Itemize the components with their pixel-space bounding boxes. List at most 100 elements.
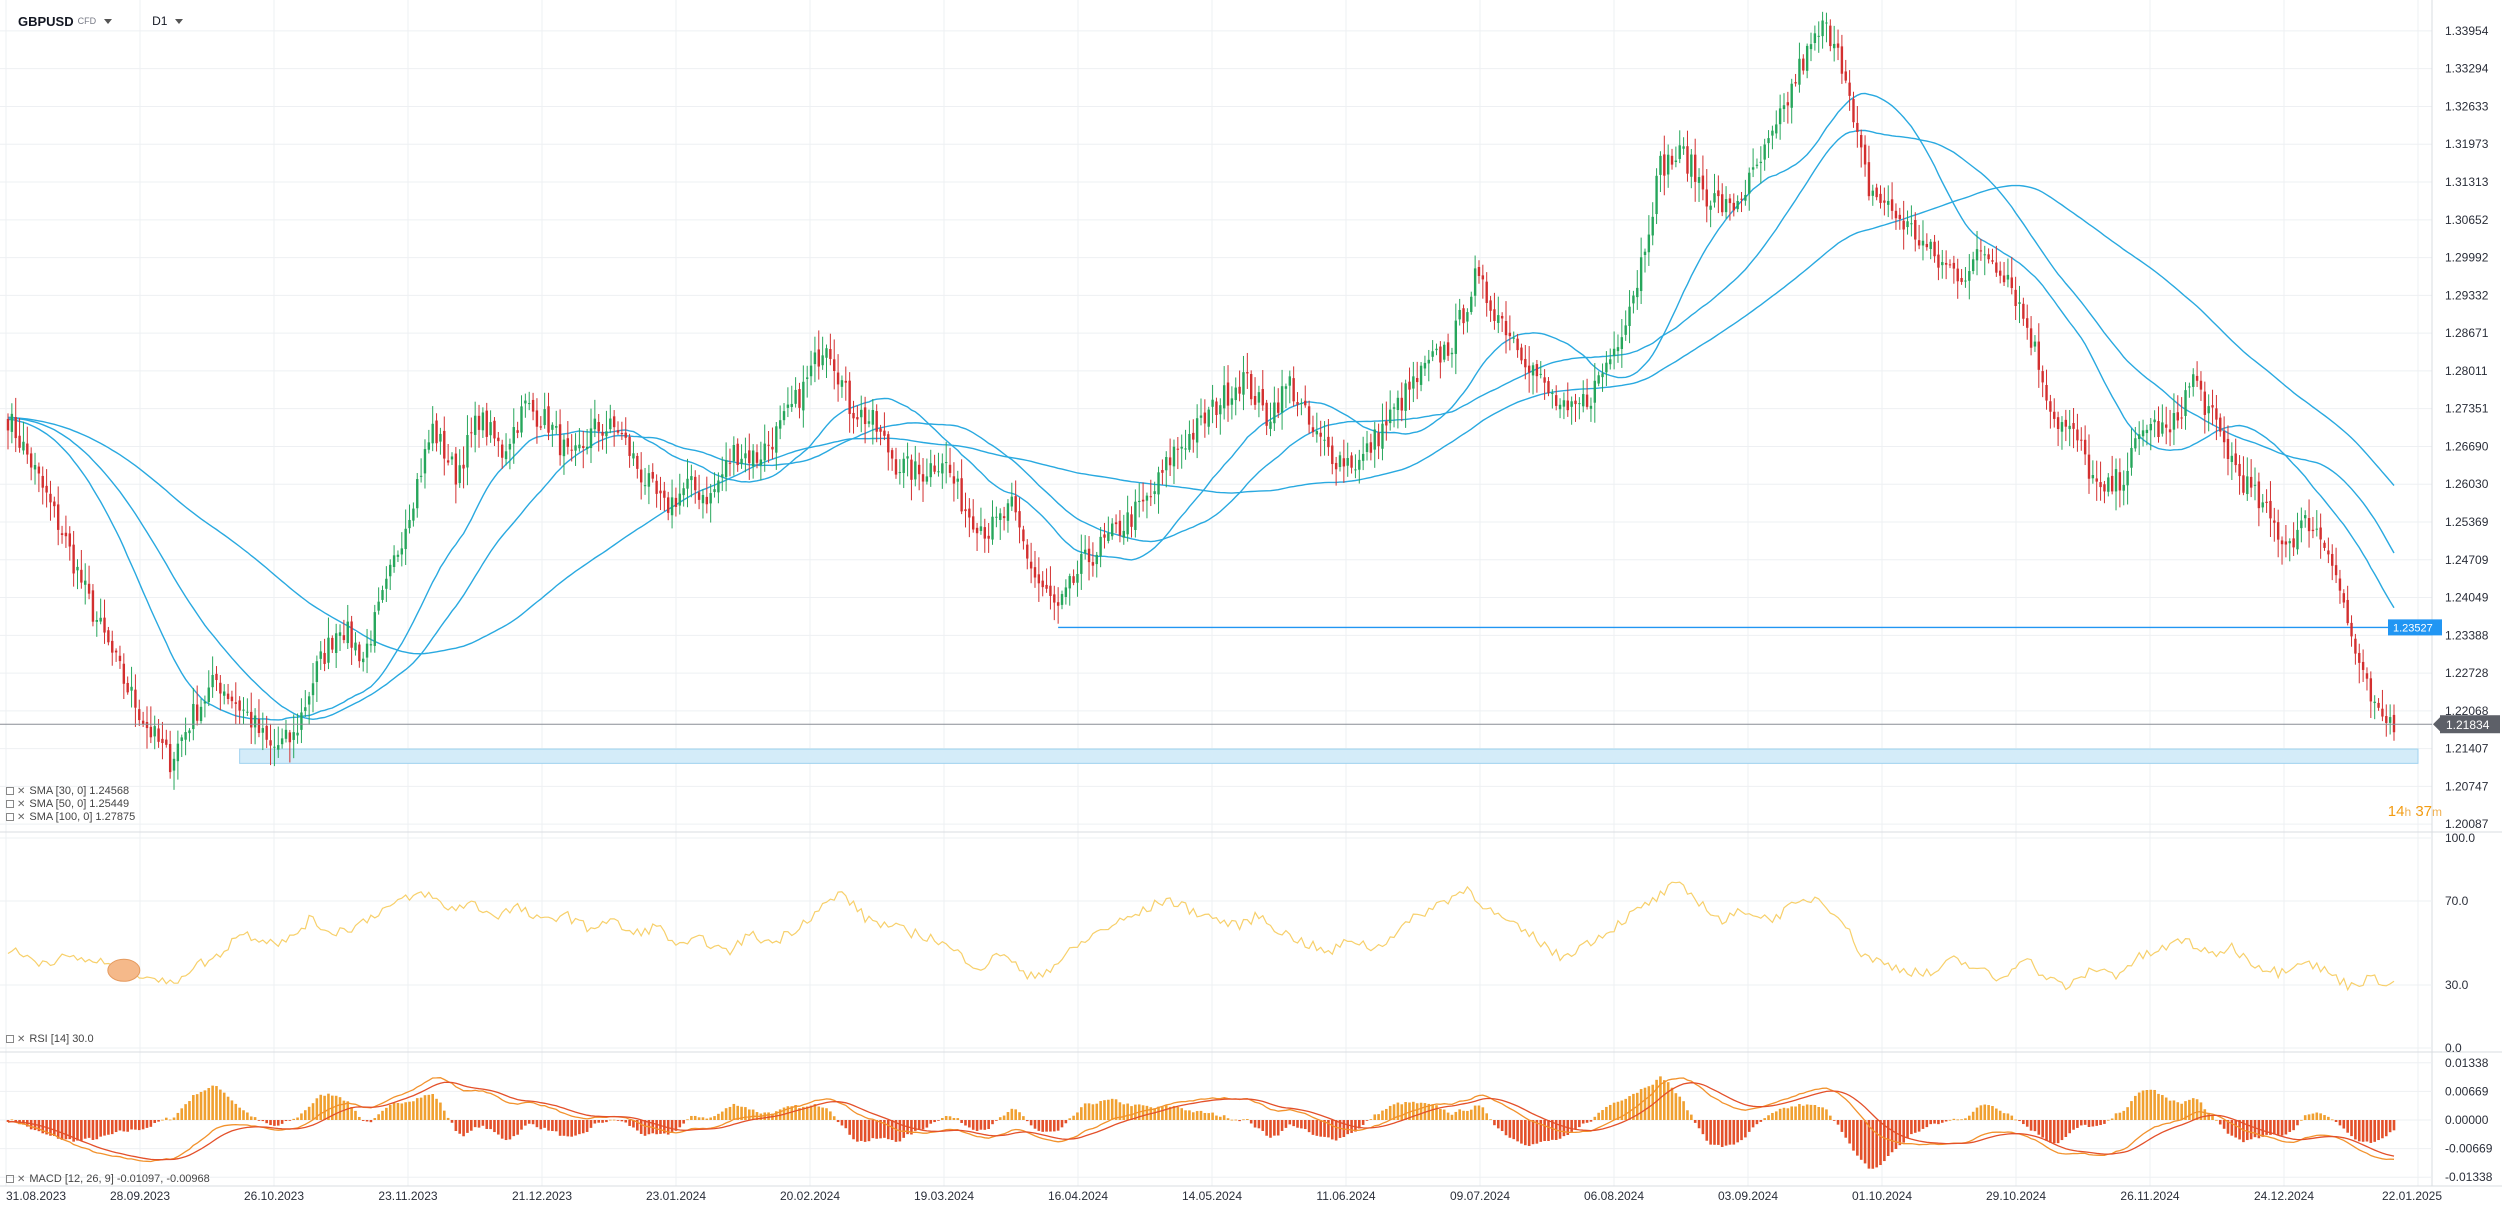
macd-histogram-bar: [408, 1101, 411, 1120]
macd-histogram-bar: [1419, 1102, 1423, 1120]
macd-histogram-bar: [1134, 1104, 1137, 1120]
candle-body: [2099, 482, 2102, 488]
macd-histogram-bar: [1798, 1104, 1801, 1120]
timeframe-dropdown-icon[interactable]: [175, 18, 184, 24]
macd-histogram-bar: [1300, 1120, 1303, 1129]
macd-histogram-bar: [1778, 1108, 1782, 1120]
macd-histogram-bar: [929, 1120, 933, 1124]
candle-body: [1863, 144, 1867, 165]
macd-histogram-bar: [122, 1120, 126, 1132]
macd-histogram-bar: [1099, 1101, 1102, 1120]
macd-histogram-bar: [377, 1114, 380, 1120]
legend-settings-icon[interactable]: [6, 1035, 14, 1043]
price-axis-label: 1.24049: [2445, 591, 2489, 605]
candle-body: [2346, 599, 2349, 624]
symbol-dropdown-icon[interactable]: [104, 18, 113, 24]
legend-settings-icon[interactable]: [6, 787, 14, 795]
legend-close-icon[interactable]: ✕: [17, 1033, 26, 1045]
macd-histogram-bar: [1072, 1115, 1075, 1120]
horizontal-line-label: 1.23527: [2393, 622, 2433, 634]
macd-histogram-bar: [975, 1120, 979, 1131]
candle-body: [941, 463, 944, 474]
timeframe-selector[interactable]: D1: [152, 14, 168, 28]
legend-close-icon[interactable]: ✕: [17, 1173, 26, 1185]
x-axis-label: 22.01.2025: [2382, 1189, 2442, 1203]
legend-settings-icon[interactable]: [6, 1175, 14, 1183]
macd-histogram-bar: [740, 1106, 743, 1120]
macd-histogram-bar: [222, 1092, 226, 1120]
legend-close-icon[interactable]: ✕: [17, 811, 26, 823]
macd-histogram-bar: [1720, 1120, 1724, 1147]
candle-body: [844, 380, 847, 383]
macd-histogram-bar: [581, 1120, 585, 1134]
macd-histogram-bar: [60, 1120, 64, 1140]
grid-lines: [0, 0, 2502, 1187]
macd-histogram-bar: [1732, 1120, 1736, 1145]
macd-histogram-bar: [643, 1120, 647, 1136]
candle-body: [2350, 622, 2353, 637]
macd-histogram-bar: [1543, 1120, 1546, 1142]
candle-body: [2176, 412, 2179, 421]
price-axis-label: 1.24709: [2445, 553, 2489, 567]
candle-body: [1647, 234, 1651, 253]
candle-body: [906, 456, 909, 459]
candle-body: [1686, 146, 1689, 174]
macd-histogram-bar: [423, 1095, 427, 1120]
candle-body: [1744, 194, 1747, 201]
macd-histogram-bar: [1709, 1120, 1712, 1145]
candle-body: [211, 674, 214, 688]
macd-histogram-bar: [720, 1111, 724, 1120]
macd-histogram-bar: [2157, 1093, 2160, 1120]
candle-body: [2226, 438, 2230, 460]
macd-histogram-bar: [802, 1106, 805, 1120]
x-axis-label: 29.10.2024: [1986, 1189, 2046, 1203]
legend-settings-icon[interactable]: [6, 813, 14, 821]
candle-body: [2381, 708, 2384, 717]
macd-histogram-bar: [1848, 1120, 1851, 1144]
candle-body: [1551, 392, 1554, 394]
candle-body: [539, 426, 542, 428]
candle-body: [1937, 254, 1940, 268]
candle-body: [1933, 241, 1936, 257]
candle-body: [2257, 481, 2261, 509]
candle-body: [2033, 341, 2037, 347]
support-zone: [239, 748, 2419, 764]
symbol-name[interactable]: GBPUSD: [18, 13, 74, 29]
legend-close-icon[interactable]: ✕: [17, 785, 26, 797]
candle-body: [2107, 477, 2110, 492]
macd-histogram-bar: [1230, 1119, 1234, 1121]
candle-body: [145, 722, 149, 729]
candle-body: [1010, 496, 1014, 507]
legend-settings-icon[interactable]: [6, 800, 14, 808]
macd-histogram-bar: [1527, 1120, 1531, 1146]
macd-histogram-bar: [1883, 1120, 1886, 1162]
x-axis-label: 20.02.2024: [780, 1189, 840, 1203]
candle-body: [226, 693, 230, 699]
candle-body: [898, 472, 902, 474]
candle-body: [2230, 455, 2234, 462]
candle-body: [566, 438, 570, 447]
candle-body: [1952, 262, 1956, 269]
candle-body: [871, 410, 875, 425]
candle-body: [1620, 337, 1624, 349]
horizontal-line[interactable]: 1.23527: [1058, 619, 2442, 636]
candle-body: [1717, 190, 1720, 197]
candle-body: [1639, 257, 1643, 292]
candle-body: [354, 642, 357, 651]
macd-histogram-bar: [2242, 1120, 2245, 1143]
legend-close-icon[interactable]: ✕: [17, 798, 26, 810]
candle-body: [1234, 387, 1237, 401]
candle-body: [1821, 20, 1824, 37]
candle-body: [1786, 102, 1790, 106]
macd-histogram-bar: [1894, 1120, 1898, 1149]
macd-histogram-bar: [2323, 1115, 2326, 1120]
macd-histogram-bar: [172, 1117, 176, 1120]
candle-body: [493, 420, 496, 439]
macd-histogram-bar: [551, 1120, 554, 1132]
x-axis-label: 21.12.2023: [512, 1189, 572, 1203]
candle-body: [1161, 470, 1164, 473]
candle-body: [1423, 362, 1427, 369]
candle-body: [446, 460, 450, 463]
candle-body: [1767, 138, 1770, 144]
